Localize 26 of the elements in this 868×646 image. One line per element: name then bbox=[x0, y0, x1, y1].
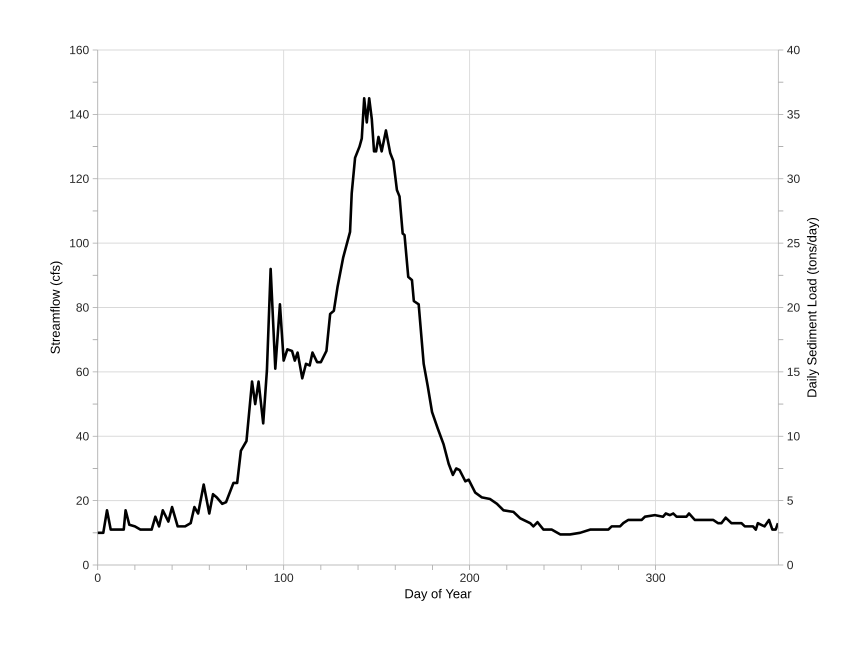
x-tick-label: 300 bbox=[646, 574, 666, 582]
y2-tick-label: 10 bbox=[788, 432, 800, 440]
y-axis-title: Streamflow (cfs) bbox=[50, 262, 62, 354]
y-tick-label: 60 bbox=[76, 368, 89, 376]
y2-tick-label: 5 bbox=[787, 496, 793, 505]
x-tick-label: 100 bbox=[274, 574, 294, 582]
y-tick-label: 0 bbox=[83, 560, 89, 570]
x-axis-title: Day of Year bbox=[405, 588, 472, 601]
y2-tick-label: 0 bbox=[787, 560, 794, 570]
y2-axis-title: Daily Sediment Load (tons/day) bbox=[806, 218, 820, 397]
line-series bbox=[98, 96, 778, 536]
x-tick-label: 200 bbox=[460, 574, 480, 582]
x-tick-label: 0 bbox=[94, 574, 101, 582]
y-tick-label: 100 bbox=[70, 238, 89, 248]
y-tick-label: 40 bbox=[76, 432, 89, 440]
y-tick-label: 120 bbox=[70, 174, 89, 183]
y2-tick-label: 25 bbox=[787, 238, 800, 248]
y-tick-label: 20 bbox=[76, 496, 89, 505]
y2-tick-label: 40 bbox=[787, 46, 800, 54]
y-tick-label: 140 bbox=[70, 110, 89, 119]
y-tick-label: 160 bbox=[70, 46, 89, 54]
y2-tick-label: 30 bbox=[787, 174, 800, 183]
y2-tick-label: 35 bbox=[787, 110, 800, 119]
y2-tick-label: 15 bbox=[788, 368, 800, 376]
y-tick-label: 80 bbox=[76, 303, 89, 312]
y2-tick-label: 20 bbox=[787, 303, 800, 312]
